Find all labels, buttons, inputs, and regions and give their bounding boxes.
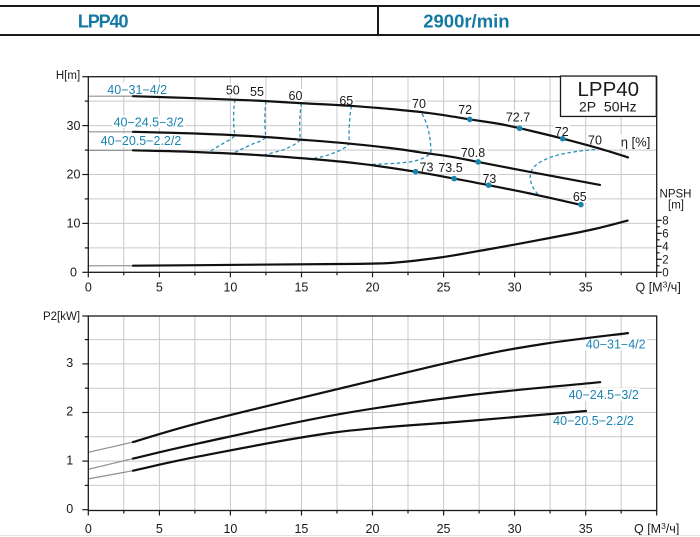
svg-text:55: 55 bbox=[250, 85, 264, 99]
svg-text:40−20.5−2.2/2: 40−20.5−2.2/2 bbox=[553, 414, 634, 428]
svg-text:0: 0 bbox=[85, 522, 92, 536]
svg-text:40−20.5−2.2/2: 40−20.5−2.2/2 bbox=[101, 134, 182, 148]
svg-text:2P 50Hz: 2P 50Hz bbox=[579, 99, 637, 115]
svg-text:LPP40: LPP40 bbox=[78, 12, 129, 32]
svg-text:0: 0 bbox=[85, 281, 92, 295]
svg-text:25: 25 bbox=[437, 522, 451, 536]
svg-text:15: 15 bbox=[294, 281, 308, 295]
svg-text:20: 20 bbox=[366, 281, 380, 295]
svg-text:40−24.5−3/2: 40−24.5−3/2 bbox=[114, 116, 184, 130]
svg-text:73.5: 73.5 bbox=[438, 161, 462, 175]
svg-text:72.7: 72.7 bbox=[506, 111, 530, 125]
svg-text:10: 10 bbox=[67, 217, 81, 231]
svg-text:5: 5 bbox=[156, 281, 163, 295]
svg-text:Q [М3/ч]: Q [М3/ч] bbox=[634, 521, 679, 536]
svg-text:50: 50 bbox=[226, 83, 240, 97]
svg-text:NPSH: NPSH bbox=[660, 189, 692, 201]
svg-text:65: 65 bbox=[573, 190, 587, 204]
svg-text:4: 4 bbox=[662, 241, 669, 253]
svg-text:72: 72 bbox=[458, 103, 472, 117]
svg-text:73: 73 bbox=[420, 160, 434, 174]
svg-text:8: 8 bbox=[662, 215, 668, 227]
svg-text:70: 70 bbox=[588, 134, 602, 148]
svg-text:70: 70 bbox=[412, 97, 426, 111]
svg-text:70.8: 70.8 bbox=[461, 146, 485, 160]
svg-text:30: 30 bbox=[67, 119, 81, 133]
svg-text:3: 3 bbox=[66, 356, 73, 370]
svg-text:40−24.5−3/2: 40−24.5−3/2 bbox=[569, 388, 639, 402]
svg-text:[m]: [m] bbox=[668, 199, 684, 211]
svg-text:P2[kW]: P2[kW] bbox=[43, 311, 80, 323]
svg-text:72: 72 bbox=[555, 125, 569, 139]
svg-text:73: 73 bbox=[482, 172, 496, 186]
svg-text:0: 0 bbox=[70, 266, 77, 280]
svg-text:35: 35 bbox=[579, 281, 593, 295]
svg-text:0: 0 bbox=[66, 502, 73, 516]
svg-text:2900r/min: 2900r/min bbox=[423, 11, 509, 32]
svg-text:0: 0 bbox=[662, 267, 668, 279]
svg-text:2: 2 bbox=[66, 405, 73, 419]
svg-text:6: 6 bbox=[662, 228, 668, 240]
svg-text:15: 15 bbox=[294, 522, 308, 536]
svg-text:35: 35 bbox=[579, 522, 593, 536]
svg-text:30: 30 bbox=[508, 522, 522, 536]
svg-text:10: 10 bbox=[223, 522, 237, 536]
svg-text:Q [М3/ч]: Q [М3/ч] bbox=[636, 280, 681, 295]
svg-text:20: 20 bbox=[67, 168, 81, 182]
svg-text:10: 10 bbox=[223, 281, 237, 295]
svg-text:η [%]: η [%] bbox=[621, 134, 651, 149]
svg-text:LPP40: LPP40 bbox=[578, 78, 640, 101]
svg-text:40−31−4/2: 40−31−4/2 bbox=[107, 83, 167, 97]
svg-text:60: 60 bbox=[289, 89, 303, 103]
svg-text:25: 25 bbox=[437, 281, 451, 295]
svg-text:2: 2 bbox=[662, 254, 668, 266]
svg-text:H[m]: H[m] bbox=[56, 70, 80, 82]
svg-text:20: 20 bbox=[366, 522, 380, 536]
svg-text:40−31−4/2: 40−31−4/2 bbox=[586, 338, 646, 352]
svg-text:65: 65 bbox=[339, 94, 353, 108]
svg-text:5: 5 bbox=[156, 522, 163, 536]
svg-text:30: 30 bbox=[508, 281, 522, 295]
svg-text:1: 1 bbox=[66, 453, 73, 467]
